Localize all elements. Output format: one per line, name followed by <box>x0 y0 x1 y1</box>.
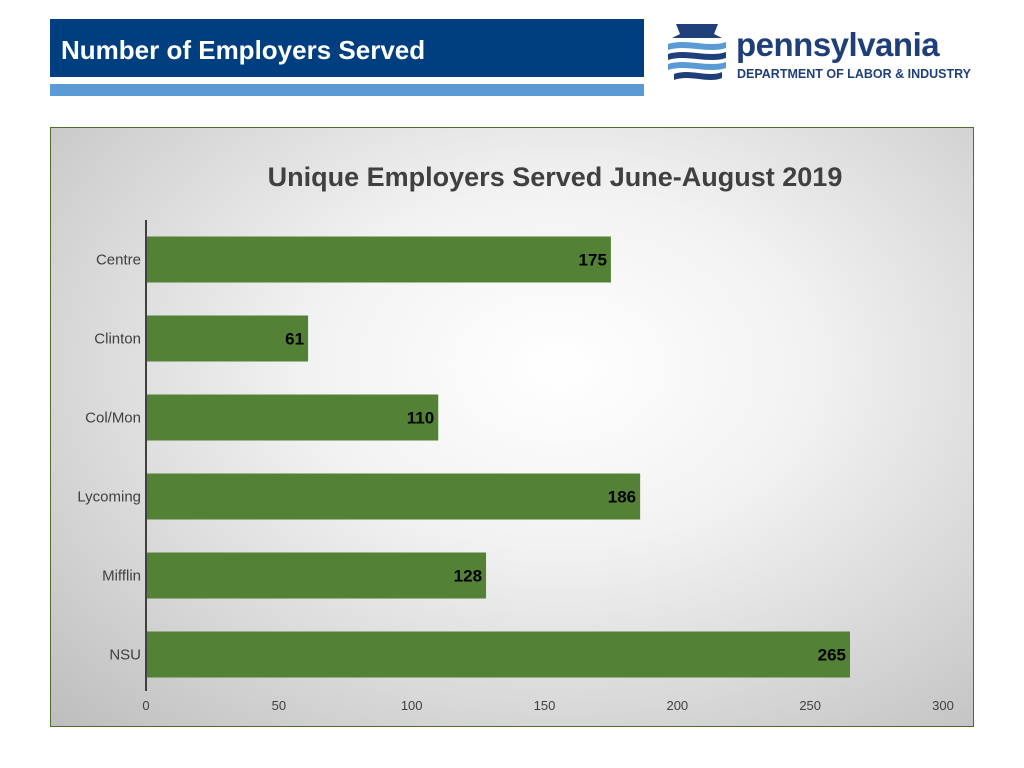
category-label: Mifflin <box>102 568 141 585</box>
data-label: 186 <box>608 488 636 507</box>
bar-col-mon <box>146 394 439 441</box>
bar-clinton <box>146 315 309 362</box>
bar-mifflin <box>146 552 487 599</box>
data-label: 175 <box>579 251 607 270</box>
category-label: Col/Mon <box>85 410 141 427</box>
pa-logo: pennsylvania DEPARTMENT OF LABOR & INDUS… <box>664 22 984 92</box>
logo-department: DEPARTMENT OF LABOR & INDUSTRY <box>737 67 972 81</box>
title-band: Number of Employers Served <box>50 19 644 77</box>
keystone-flag-logo-icon <box>668 24 726 80</box>
data-label: 110 <box>407 409 434 428</box>
category-label: Centre <box>96 252 141 269</box>
x-tick-label: 150 <box>534 698 556 713</box>
category-label: Lycoming <box>77 489 141 506</box>
bar-nsu <box>146 631 851 678</box>
x-tick-label: 100 <box>401 698 423 713</box>
x-tick-label: 50 <box>272 698 286 713</box>
data-label: 128 <box>454 567 482 586</box>
bar-centre <box>146 236 611 283</box>
x-tick-label: 0 <box>142 698 149 713</box>
bar-chart: Unique Employers Served June-August 2019… <box>77 162 954 713</box>
category-label: Clinton <box>94 331 141 348</box>
x-tick-label: 250 <box>799 698 821 713</box>
x-tick-label: 200 <box>666 698 688 713</box>
page-title: Number of Employers Served <box>61 35 426 65</box>
logo-wordmark: pennsylvania <box>736 26 940 63</box>
category-label: NSU <box>109 647 141 664</box>
chart-frame: Unique Employers Served June-August 2019… <box>50 127 974 727</box>
chart-title: Unique Employers Served June-August 2019 <box>268 162 843 192</box>
data-label: 61 <box>285 330 304 349</box>
header-rule <box>50 84 644 96</box>
bar-lycoming <box>146 473 641 520</box>
x-tick-label: 300 <box>932 698 954 713</box>
data-label: 265 <box>818 646 846 665</box>
